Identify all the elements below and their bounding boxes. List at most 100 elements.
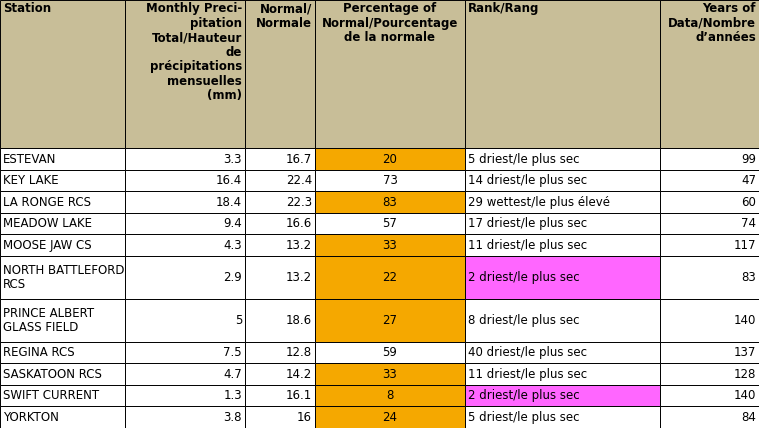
Bar (125, 149, 245, 170)
Bar (465, 235, 660, 256)
Bar (660, 149, 759, 170)
Bar (245, 191, 315, 213)
Text: 27: 27 (383, 314, 398, 327)
Bar (0, 235, 125, 256)
Text: 3.3: 3.3 (223, 153, 242, 166)
Bar (315, 363, 465, 385)
Bar (465, 191, 660, 213)
Text: Years of
Data/Nombre
d’années: Years of Data/Nombre d’années (668, 2, 756, 44)
Text: 11 driest/le plus sec: 11 driest/le plus sec (468, 239, 587, 252)
Text: SWIFT CURRENT: SWIFT CURRENT (3, 389, 99, 402)
Text: 22: 22 (383, 271, 398, 284)
Bar (245, 213, 315, 235)
Bar (660, 342, 759, 363)
Text: 2 driest/le plus sec: 2 driest/le plus sec (468, 389, 580, 402)
Text: 99: 99 (741, 153, 756, 166)
Bar (245, 149, 315, 170)
Bar (315, 213, 465, 235)
Bar (0, 0, 125, 149)
Text: 8: 8 (386, 389, 394, 402)
Text: 9.4: 9.4 (223, 217, 242, 230)
Bar (245, 342, 315, 363)
Text: MEADOW LAKE: MEADOW LAKE (3, 217, 92, 230)
Bar (125, 385, 245, 407)
Text: 40 driest/le plus sec: 40 driest/le plus sec (468, 346, 587, 359)
Bar (0, 256, 125, 299)
Bar (660, 191, 759, 213)
Bar (660, 213, 759, 235)
Bar (315, 170, 465, 191)
Bar (660, 235, 759, 256)
Text: Percentage of
Normal/Pourcentage
de la normale: Percentage of Normal/Pourcentage de la n… (322, 2, 458, 44)
Bar (0, 385, 125, 407)
Text: 7.5: 7.5 (223, 346, 242, 359)
Bar (125, 342, 245, 363)
Text: LA RONGE RCS: LA RONGE RCS (3, 196, 91, 209)
Text: 83: 83 (383, 196, 398, 209)
Bar (315, 342, 465, 363)
Text: ESTEVAN: ESTEVAN (3, 153, 56, 166)
Text: 13.2: 13.2 (286, 271, 312, 284)
Text: 14 driest/le plus sec: 14 driest/le plus sec (468, 174, 587, 187)
Text: 73: 73 (383, 174, 398, 187)
Text: 60: 60 (741, 196, 756, 209)
Bar (660, 385, 759, 407)
Text: 18.4: 18.4 (216, 196, 242, 209)
Bar (465, 407, 660, 428)
Bar (125, 407, 245, 428)
Text: 20: 20 (383, 153, 398, 166)
Text: 2.9: 2.9 (223, 271, 242, 284)
Text: 14.2: 14.2 (285, 368, 312, 381)
Bar (245, 235, 315, 256)
Text: 22.4: 22.4 (285, 174, 312, 187)
Bar (315, 0, 465, 149)
Text: 16: 16 (297, 411, 312, 424)
Bar (315, 385, 465, 407)
Bar (0, 342, 125, 363)
Text: 140: 140 (734, 314, 756, 327)
Text: 84: 84 (741, 411, 756, 424)
Bar (125, 0, 245, 149)
Bar (465, 170, 660, 191)
Text: SASKATOON RCS: SASKATOON RCS (3, 368, 102, 381)
Text: 18.6: 18.6 (286, 314, 312, 327)
Bar (125, 299, 245, 342)
Text: 24: 24 (383, 411, 398, 424)
Text: 33: 33 (383, 368, 398, 381)
Text: 11 driest/le plus sec: 11 driest/le plus sec (468, 368, 587, 381)
Text: Rank/Rang: Rank/Rang (468, 2, 540, 15)
Text: 117: 117 (733, 239, 756, 252)
Bar (465, 299, 660, 342)
Bar (245, 170, 315, 191)
Bar (315, 191, 465, 213)
Text: 22.3: 22.3 (286, 196, 312, 209)
Text: 74: 74 (741, 217, 756, 230)
Text: YORKTON: YORKTON (3, 411, 59, 424)
Text: 16.4: 16.4 (216, 174, 242, 187)
Bar (125, 256, 245, 299)
Text: 8 driest/le plus sec: 8 driest/le plus sec (468, 314, 580, 327)
Bar (465, 149, 660, 170)
Text: 33: 33 (383, 239, 398, 252)
Bar (0, 170, 125, 191)
Bar (125, 170, 245, 191)
Bar (0, 299, 125, 342)
Bar (315, 235, 465, 256)
Text: 5 driest/le plus sec: 5 driest/le plus sec (468, 153, 580, 166)
Text: 4.3: 4.3 (223, 239, 242, 252)
Bar (245, 0, 315, 149)
Bar (0, 363, 125, 385)
Text: 57: 57 (383, 217, 398, 230)
Text: 29 wettest/le plus élevé: 29 wettest/le plus élevé (468, 196, 610, 209)
Text: 4.7: 4.7 (223, 368, 242, 381)
Bar (660, 407, 759, 428)
Text: 13.2: 13.2 (286, 239, 312, 252)
Bar (660, 363, 759, 385)
Bar (660, 299, 759, 342)
Text: 3.8: 3.8 (223, 411, 242, 424)
Bar (465, 385, 660, 407)
Bar (660, 256, 759, 299)
Text: NORTH BATTLEFORD
RCS: NORTH BATTLEFORD RCS (3, 264, 124, 291)
Bar (0, 149, 125, 170)
Text: 16.6: 16.6 (285, 217, 312, 230)
